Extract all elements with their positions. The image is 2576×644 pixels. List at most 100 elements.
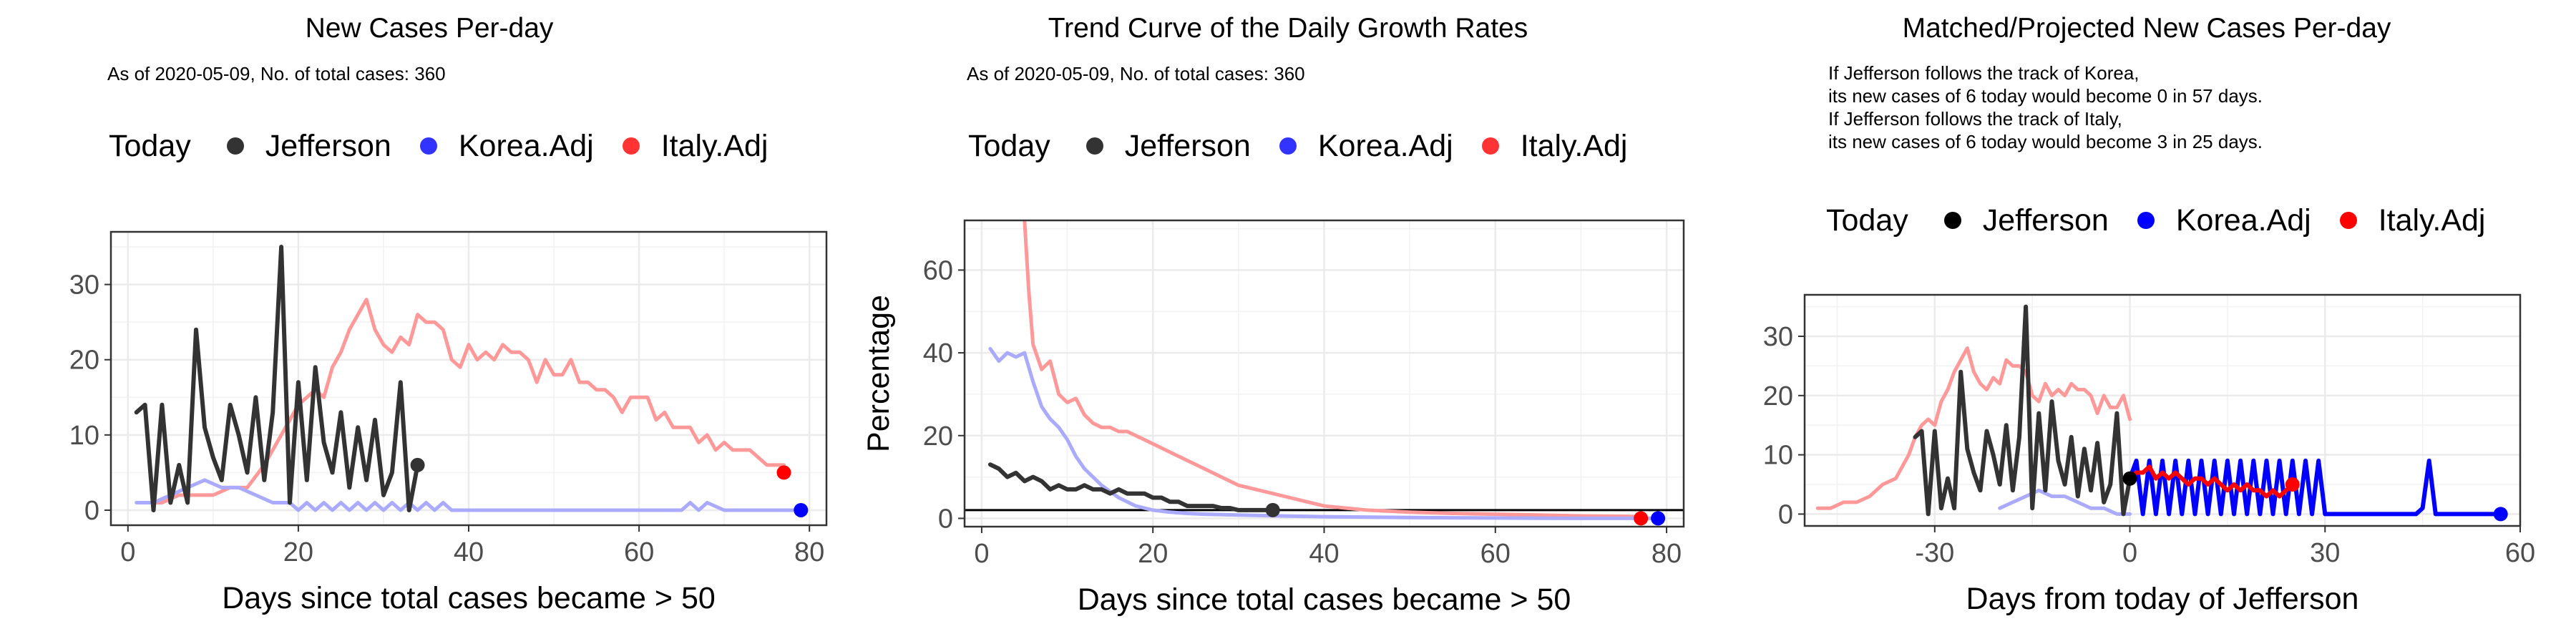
x-tick-label: 30	[2310, 538, 2340, 568]
series-group	[134, 245, 803, 512]
series-line-jefferson	[987, 462, 1275, 512]
legend-item-korea: Korea.Adj	[419, 128, 594, 164]
legend-item-italy: Italy.Adj	[622, 128, 769, 164]
x-tick-label: 80	[794, 537, 824, 567]
legend-label: Korea.Adj	[1317, 128, 1453, 163]
y-tick-label: 20	[923, 421, 953, 452]
panel-border	[963, 219, 1685, 528]
chart-title: New Cases Per-day	[305, 13, 554, 44]
plot-area: 0 20 40 60 80 0 10 20 30 Days since total cases b…	[69, 230, 828, 615]
plot-area: 0 20 40 60 80 0 20 40 60 Days since total cases b…	[862, 219, 1685, 617]
legend-label: Korea.Adj	[458, 128, 594, 163]
legend-label: Korea.Adj	[2175, 203, 2311, 238]
today-point-italy-adj	[776, 465, 791, 480]
today-point-jefferson	[1265, 502, 1280, 517]
x-tick-label: 60	[2505, 538, 2535, 568]
y-tick-label: 0	[938, 504, 953, 534]
legend-item-italy: Italy.Adj	[1481, 128, 1628, 164]
today-point-jefferson	[410, 457, 425, 472]
y-tick-label: 10	[1763, 441, 1793, 471]
x-tick-label: -30	[1915, 538, 1954, 568]
today-point-italy-adj	[1634, 511, 1649, 526]
legend-dot	[419, 137, 437, 155]
chart-panel-new-cases: New Cases Per-day As of 2020-05-09, No. …	[0, 0, 859, 644]
legend-dot	[1481, 137, 1499, 155]
projection-note: its new cases of 6 today would become 0 …	[1828, 85, 2263, 107]
legend-dot	[1279, 137, 1297, 155]
panel-border	[1803, 293, 2522, 527]
x-tick-label: 0	[120, 537, 135, 567]
plot-area: -30 0 30 60 0 10 20 30 Days from today of Jeffer…	[1763, 293, 2535, 616]
legend-title: Today	[968, 128, 1050, 163]
legend-label: Italy.Adj	[660, 128, 769, 163]
series-group	[1815, 304, 2503, 517]
legend-item-jefferson: Jefferson	[1943, 203, 2109, 238]
y-tick-label: 60	[923, 255, 953, 286]
chart-subtitle: As of 2020-05-09, No. of total cases: 36…	[107, 63, 446, 84]
today-point-korea-adj	[794, 502, 809, 517]
x-tick-label: 0	[974, 539, 989, 569]
legend-dot	[2137, 212, 2155, 229]
legend-item-italy: Italy.Adj	[2339, 203, 2485, 238]
y-axis-title: Percentage	[862, 295, 896, 452]
legend-item-korea: Korea.Adj	[1279, 129, 1453, 164]
legend-item-jefferson: Jefferson	[1085, 128, 1251, 164]
legend-item-korea: Korea.Adj	[2137, 203, 2311, 238]
y-tick-label: 20	[1763, 381, 1793, 411]
panel-border	[109, 230, 828, 527]
legend-title: Today	[109, 128, 191, 163]
legend-dot	[1085, 137, 1103, 155]
x-tick-label: 60	[1480, 539, 1511, 569]
legend: Today Jefferson Korea.Adj Italy.Adj	[1826, 199, 2514, 242]
series-line-italy-adj-projected	[2127, 464, 2295, 499]
legend: Today Jefferson Korea.Adj Italy.Adj	[968, 125, 1656, 167]
x-tick-label: 40	[1309, 539, 1339, 569]
x-tick-label: 0	[2122, 538, 2137, 568]
legend-dot	[622, 137, 640, 155]
series-line-korea-adj-projected	[2127, 458, 2503, 517]
x-axis-title: Days since total cases became > 50	[1078, 582, 1571, 617]
x-axis-title: Days since total cases became > 50	[222, 581, 716, 615]
x-tick-label: 40	[454, 537, 484, 567]
series-line-jefferson	[134, 245, 420, 512]
y-tick-label: 30	[1763, 322, 1793, 352]
series-line-italy-adj	[1023, 220, 1643, 519]
y-tick-label: 10	[69, 421, 99, 451]
legend-label: Jefferson	[1124, 128, 1251, 163]
series-line-jefferson	[1913, 304, 2132, 517]
legend-dot	[226, 137, 244, 155]
today-point-jefferson	[2122, 471, 2137, 486]
legend-item-jefferson: Jefferson	[226, 128, 391, 164]
projection-notes: If Jefferson follows the track of Korea,…	[1828, 62, 2263, 153]
series-group	[965, 220, 1684, 520]
legend-dot	[1943, 212, 1961, 229]
legend-label: Jefferson	[265, 128, 391, 163]
series-line-korea-adj-matched	[1998, 488, 2132, 516]
legend-dot	[2339, 212, 2357, 229]
legend-label: Italy.Adj	[1520, 128, 1628, 163]
y-tick-label: 30	[69, 270, 99, 301]
x-tick-label: 20	[283, 537, 313, 567]
projection-note: If Jefferson follows the track of Korea,	[1828, 62, 2140, 84]
chart-subtitle: As of 2020-05-09, No. of total cases: 36…	[967, 63, 1305, 84]
y-tick-label: 0	[1778, 499, 1793, 530]
x-axis-title: Days from today of Jefferson	[1966, 582, 2359, 616]
chart-panel-growth-rates: Trend Curve of the Daily Growth Rates As…	[859, 0, 1717, 644]
legend-title: Today	[1826, 203, 1908, 238]
chart-title: Matched/Projected New Cases Per-day	[1902, 13, 2391, 44]
y-tick-label: 20	[69, 346, 99, 376]
legend: Today Jefferson Korea.Adj Italy.Adj	[109, 125, 796, 167]
today-point-italy-adj	[2285, 477, 2300, 492]
series-line-korea-adj	[135, 478, 803, 512]
x-tick-label: 60	[624, 537, 654, 567]
legend-label: Jefferson	[1982, 203, 2109, 238]
today-point-korea-adj	[2493, 507, 2508, 522]
chart-title: Trend Curve of the Daily Growth Rates	[1048, 13, 1528, 44]
panel-background	[1805, 295, 2520, 526]
y-tick-label: 40	[923, 338, 953, 369]
y-tick-label: 0	[84, 496, 99, 526]
today-point-korea-adj	[1651, 511, 1666, 526]
projection-note: If Jefferson follows the track of Italy,	[1828, 108, 2122, 130]
series-line-italy-adj-matched	[1815, 346, 2132, 510]
chart-panel-projected: Matched/Projected New Cases Per-day If J…	[1717, 0, 2576, 644]
